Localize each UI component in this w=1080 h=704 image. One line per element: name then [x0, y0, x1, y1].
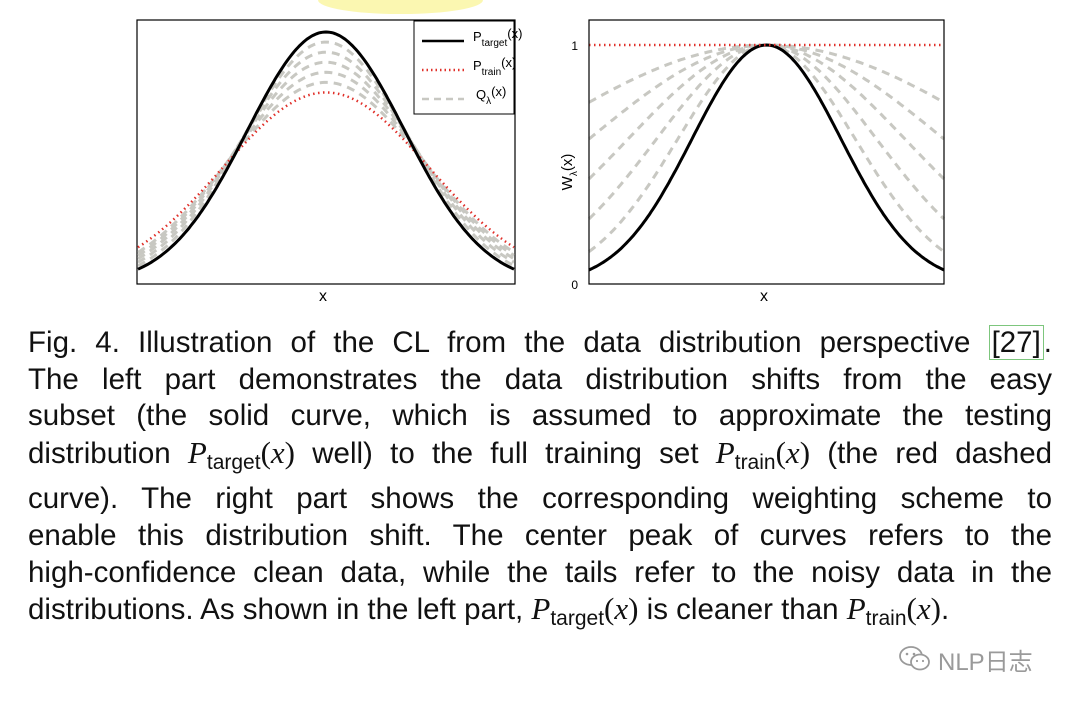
- left-x-axis-label: x: [319, 288, 327, 305]
- caption-text: is cleaner than: [638, 593, 847, 627]
- watermark-text: NLP日志: [938, 648, 1033, 676]
- caption-line: Fig. 4. Illustration of the CL from the …: [28, 325, 1052, 362]
- caption-text: high-confidence clean data, while the ta…: [28, 555, 1052, 589]
- q-lambda-curve: [137, 70, 515, 257]
- right-panel: 1 0 x Wλ(x): [559, 19, 946, 305]
- q-lambda-curve: [137, 40, 515, 268]
- legend-label-target: Ptarget(x): [473, 26, 522, 49]
- right-y-axis-label: Wλ(x): [559, 154, 580, 191]
- math-subscript: train: [865, 607, 907, 631]
- math-argument: (x): [604, 591, 639, 627]
- math-argument: (x): [260, 434, 295, 470]
- figure-svg: Ptarget(x) Ptrain(x) Qλ(x) x 1 0 x Wλ(x): [136, 19, 946, 305]
- caption-text: .: [940, 593, 950, 627]
- math-subscript: train: [734, 450, 776, 474]
- caption-text: The left part demonstrates the data dist…: [28, 362, 1052, 396]
- math-expression: Ptarget(x): [187, 434, 295, 474]
- q-lambda-curve: [137, 60, 515, 260]
- caption-text: Fig. 4. Illustration of the CL from the …: [28, 326, 989, 359]
- watermark: NLP日志: [898, 642, 1033, 676]
- q-lambda-curve: [137, 80, 515, 254]
- caption-text: curve). The right part shows the corresp…: [28, 482, 1052, 516]
- legend-label-train: Ptrain(x): [473, 55, 516, 78]
- left-plot-frame: [136, 19, 516, 285]
- math-symbol: P: [187, 434, 207, 470]
- right-y-tick-1: 1: [571, 39, 578, 53]
- p-target-curve: [137, 30, 515, 271]
- math-expression: Ptrain(x): [846, 591, 941, 630]
- caption-text: subset (the solid curve, which is assume…: [28, 399, 1052, 433]
- caption-text: (the red dashed: [810, 436, 1053, 470]
- figure: Ptarget(x) Ptrain(x) Qλ(x) x 1 0 x Wλ(x): [0, 0, 1080, 310]
- math-subscript: target: [550, 607, 605, 631]
- caption-text: enable this distribution shift. The cent…: [28, 518, 1052, 552]
- highlight-mark: [318, 0, 483, 14]
- right-plot-frame: [588, 19, 945, 285]
- math-symbol: P: [531, 591, 551, 627]
- caption-text: .: [1043, 326, 1052, 359]
- math-argument: (x): [906, 591, 941, 627]
- q-weight-curve: [588, 43, 945, 141]
- left-legend: Ptarget(x) Ptrain(x) Qλ(x): [413, 20, 522, 115]
- q-weight-curve: [588, 43, 945, 104]
- q-lambda-curve: [137, 50, 515, 264]
- figure-caption: Fig. 4. Illustration of the CL from the …: [28, 325, 1052, 638]
- math-symbol: P: [846, 591, 866, 627]
- left-panel: Ptarget(x) Ptrain(x) Qλ(x) x: [136, 19, 522, 305]
- caption-line: curve). The right part shows the corresp…: [28, 481, 1052, 518]
- caption-text: well) to the full training set: [294, 436, 716, 470]
- caption-line: high-confidence clean data, while the ta…: [28, 555, 1052, 592]
- caption-line: The left part demonstrates the data dist…: [28, 362, 1052, 399]
- caption-line: distribution Ptarget(x) well) to the ful…: [28, 435, 1052, 482]
- p-train-curve: [137, 91, 515, 249]
- math-symbol: P: [715, 434, 735, 470]
- right-curves: [587, 43, 946, 272]
- caption-line: enable this distribution shift. The cent…: [28, 518, 1052, 555]
- left-curves: [137, 30, 515, 271]
- right-y-tick-0: 0: [571, 278, 578, 292]
- wechat-icon: [899, 646, 930, 671]
- math-expression: Ptrain(x): [715, 434, 811, 474]
- math-expression: Ptarget(x): [531, 591, 639, 630]
- q-weight-curve: [588, 43, 945, 253]
- target-weight-curve: [588, 43, 945, 272]
- right-x-axis-label: x: [760, 288, 768, 305]
- legend-label-q: Qλ(x): [476, 84, 506, 107]
- caption-text: distribution: [28, 436, 188, 470]
- caption-line: subset (the solid curve, which is assume…: [28, 398, 1052, 435]
- math-argument: (x): [775, 434, 811, 470]
- citation-link[interactable]: [27]: [988, 325, 1044, 360]
- caption-line: distributions. As shown in the left part…: [28, 591, 1052, 638]
- caption-text: distributions. As shown in the left part…: [28, 593, 532, 627]
- math-subscript: target: [206, 450, 261, 474]
